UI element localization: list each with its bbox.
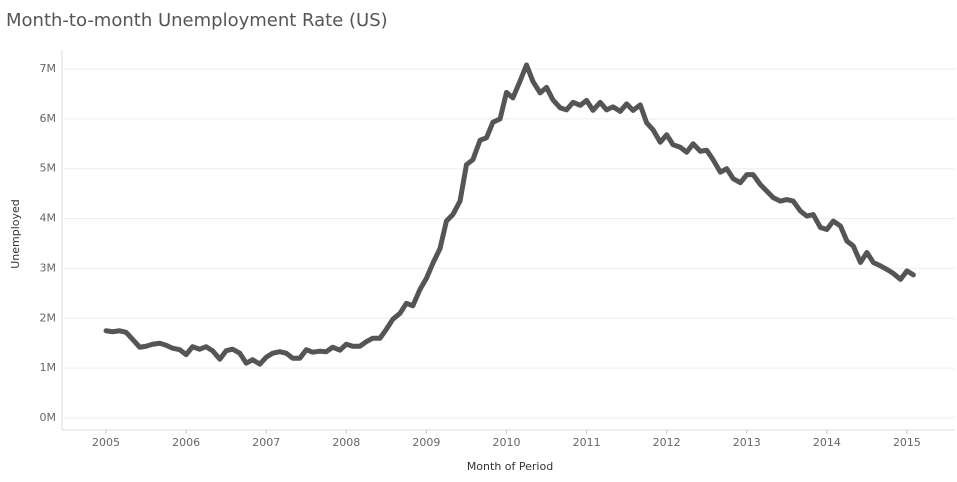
y-tick-label: 2M bbox=[40, 311, 57, 324]
y-tick-label: 3M bbox=[40, 261, 57, 274]
x-tick-label: 2015 bbox=[893, 436, 921, 449]
x-axis-title: Month of Period bbox=[467, 460, 553, 473]
y-axis-title: Unemployed bbox=[9, 199, 22, 269]
x-tick-label: 2012 bbox=[653, 436, 681, 449]
x-tick-label: 2009 bbox=[412, 436, 440, 449]
chart-title: Month-to-month Unemployment Rate (US) bbox=[6, 10, 388, 31]
y-tick-label: 0M bbox=[40, 411, 57, 424]
data-line bbox=[103, 62, 916, 367]
x-tick-label: 2010 bbox=[492, 436, 520, 449]
x-tick-label: 2007 bbox=[252, 436, 280, 449]
x-tick-label: 2013 bbox=[733, 436, 761, 449]
x-tick-label: 2008 bbox=[332, 436, 360, 449]
y-tick-label: 1M bbox=[40, 361, 57, 374]
x-tick-label: 2006 bbox=[172, 436, 200, 449]
y-tick-label: 4M bbox=[40, 212, 57, 225]
x-tick-label: 2005 bbox=[92, 436, 120, 449]
x-tick-label: 2014 bbox=[813, 436, 841, 449]
y-tick-label: 5M bbox=[40, 162, 57, 175]
x-tick-label: 2011 bbox=[573, 436, 601, 449]
y-tick-label: 6M bbox=[40, 112, 57, 125]
y-tick-label: 7M bbox=[40, 62, 57, 75]
